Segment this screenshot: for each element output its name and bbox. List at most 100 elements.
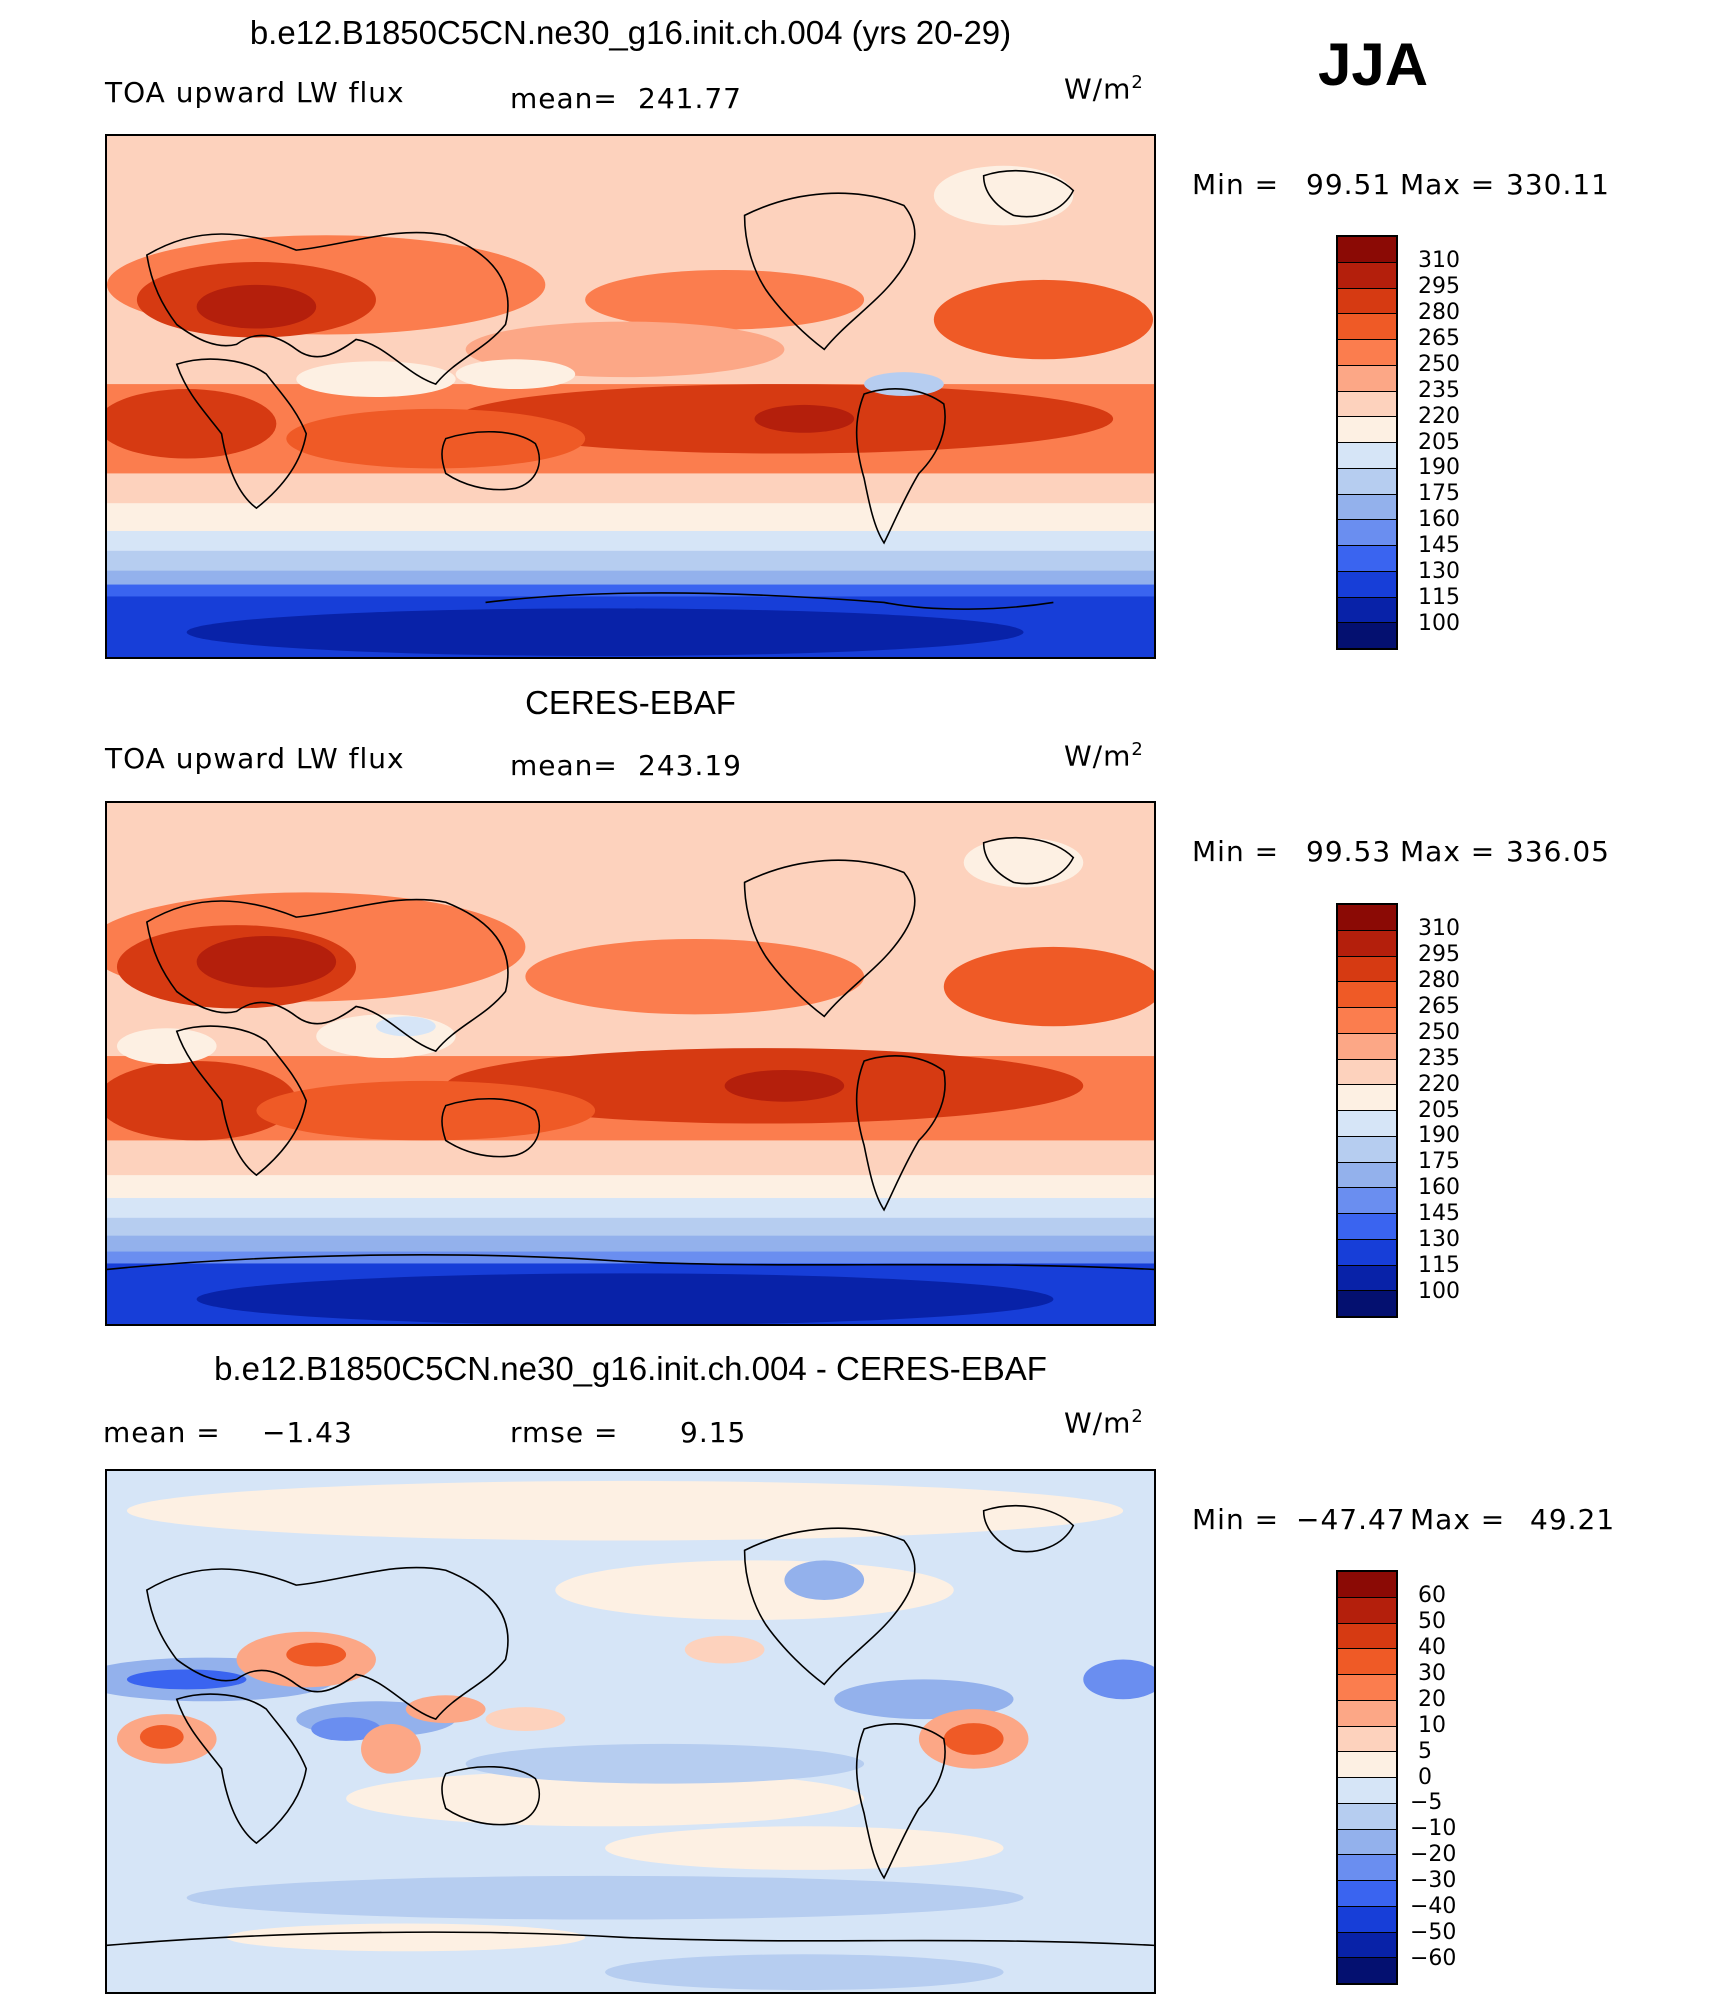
- colorbar-tick-label: 60: [1418, 1582, 1446, 1608]
- colorbar-tick-label: −5: [1410, 1790, 1443, 1816]
- colorbar-tick-label: 50: [1418, 1608, 1446, 1634]
- colorbar-tick-label: 295: [1418, 941, 1460, 967]
- colorbar-tick-label: 295: [1418, 273, 1460, 299]
- colorbar-swatch: [1338, 1264, 1396, 1291]
- panel3-title: b.e12.B1850C5CN.ne30_g16.init.ch.004 - C…: [214, 1350, 1047, 1387]
- colorbar-tick-label: 310: [1418, 247, 1460, 273]
- panel2-colorbar: [1336, 903, 1398, 1318]
- colorbar-swatch: [1338, 287, 1396, 314]
- colorbar-swatch: [1338, 596, 1396, 623]
- colorbar-tick-label: −20: [1410, 1842, 1457, 1868]
- panel1-map-svg: [107, 136, 1154, 657]
- colorbar-tick-label: 115: [1418, 1253, 1460, 1279]
- panel2-variable: TOA upward LW flux: [105, 742, 405, 775]
- colorbar-swatch: [1338, 1751, 1396, 1777]
- panel1-max-value: 330.11: [1506, 168, 1610, 201]
- colorbar-swatch: [1338, 1213, 1396, 1239]
- panel2-title: CERES-EBAF: [525, 684, 736, 721]
- panel2-min-label: Min =: [1192, 835, 1280, 868]
- colorbar-tick-label: 220: [1418, 1071, 1460, 1097]
- colorbar-tick-label: −30: [1410, 1868, 1457, 1894]
- season-label: JJA: [1318, 31, 1429, 98]
- colorbar-swatch: [1338, 545, 1396, 571]
- panel2-mean-label: mean=: [510, 749, 618, 782]
- colorbar-swatch: [1338, 1905, 1396, 1932]
- colorbar-tick-label: 190: [1418, 455, 1460, 481]
- colorbar-swatch: [1338, 1032, 1396, 1059]
- colorbar-swatch: [1338, 1802, 1396, 1829]
- colorbar-tick-label: 175: [1418, 481, 1460, 507]
- colorbar-tick-label: 40: [1418, 1634, 1446, 1660]
- colorbar-swatch: [1338, 442, 1396, 468]
- panel1-title: b.e12.B1850C5CN.ne30_g16.init.ch.004 (yr…: [249, 14, 1012, 51]
- panel2-min-value: 99.53: [1306, 835, 1392, 868]
- colorbar-swatch: [1338, 955, 1396, 982]
- colorbar-swatch: [1338, 261, 1396, 288]
- colorbar-tick-label: 145: [1418, 533, 1460, 559]
- colorbar-swatch: [1338, 1290, 1396, 1316]
- panel1-units: W/m2: [1064, 72, 1144, 106]
- panel1-min-value: 99.51: [1306, 168, 1392, 201]
- colorbar-swatch: [1338, 1880, 1396, 1906]
- colorbar-tick-label: 130: [1418, 559, 1460, 585]
- colorbar-swatch: [1338, 1725, 1396, 1752]
- colorbar-swatch: [1338, 1596, 1396, 1623]
- colorbar-swatch: [1338, 1187, 1396, 1213]
- panel2-map-svg: [107, 803, 1154, 1324]
- colorbar-swatch: [1338, 1699, 1396, 1726]
- colorbar-swatch: [1338, 981, 1396, 1007]
- panel2-max-value: 336.05: [1506, 835, 1610, 868]
- colorbar-tick-label: 20: [1418, 1686, 1446, 1712]
- colorbar-swatch: [1338, 1007, 1396, 1033]
- colorbar-swatch: [1338, 493, 1396, 520]
- colorbar-tick-label: 265: [1418, 993, 1460, 1019]
- colorbar-swatch: [1338, 313, 1396, 339]
- colorbar-tick-label: −60: [1410, 1946, 1457, 1972]
- colorbar-tick-label: 10: [1418, 1712, 1446, 1738]
- colorbar-swatch: [1338, 1648, 1396, 1674]
- panel3-rmse-value: 9.15: [680, 1416, 747, 1449]
- panel3-mean-label: mean =: [103, 1416, 221, 1449]
- colorbar-tick-label: 115: [1418, 585, 1460, 611]
- colorbar-swatch: [1338, 467, 1396, 494]
- colorbar-swatch: [1338, 929, 1396, 956]
- colorbar-tick-label: −40: [1410, 1894, 1457, 1920]
- colorbar-swatch: [1338, 1777, 1396, 1803]
- colorbar-swatch: [1338, 905, 1396, 930]
- panel2-map: [105, 801, 1156, 1326]
- colorbar-swatch: [1338, 1572, 1396, 1597]
- colorbar-tick-label: 175: [1418, 1149, 1460, 1175]
- colorbar-tick-label: 100: [1418, 611, 1460, 637]
- colorbar-tick-label: 220: [1418, 403, 1460, 429]
- panel1-variable: TOA upward LW flux: [105, 76, 405, 109]
- colorbar-tick-label: −10: [1410, 1816, 1457, 1842]
- colorbar-swatch: [1338, 1828, 1396, 1855]
- colorbar-swatch: [1338, 237, 1396, 262]
- colorbar-tick-label: 190: [1418, 1123, 1460, 1149]
- colorbar-swatch: [1338, 1058, 1396, 1085]
- colorbar-swatch: [1338, 570, 1396, 597]
- panel3-max-label: Max =: [1410, 1503, 1506, 1536]
- colorbar-swatch: [1338, 1084, 1396, 1110]
- colorbar-swatch: [1338, 1622, 1396, 1649]
- colorbar-tick-label: −50: [1410, 1920, 1457, 1946]
- colorbar-swatch: [1338, 1854, 1396, 1880]
- colorbar-tick-label: 280: [1418, 299, 1460, 325]
- colorbar-tick-label: 145: [1418, 1201, 1460, 1227]
- panel3-colorbar: [1336, 1570, 1398, 1985]
- panel3-rmse-label: rmse =: [510, 1416, 619, 1449]
- colorbar-tick-label: 130: [1418, 1227, 1460, 1253]
- panel2-mean-value: 243.19: [638, 749, 742, 782]
- colorbar-swatch: [1338, 519, 1396, 545]
- panel1-mean-value: 241.77: [638, 82, 742, 115]
- colorbar-tick-label: 160: [1418, 507, 1460, 533]
- panel3-max-value: 49.21: [1530, 1503, 1616, 1536]
- panel2-units: W/m2: [1064, 739, 1144, 773]
- colorbar-swatch: [1338, 1135, 1396, 1162]
- panel1-map: [105, 134, 1156, 659]
- colorbar-tick-label: 235: [1418, 1045, 1460, 1071]
- colorbar-swatch: [1338, 339, 1396, 365]
- panel3-mean-value: −1.43: [262, 1416, 353, 1449]
- colorbar-tick-label: 30: [1418, 1660, 1446, 1686]
- colorbar-tick-label: 250: [1418, 351, 1460, 377]
